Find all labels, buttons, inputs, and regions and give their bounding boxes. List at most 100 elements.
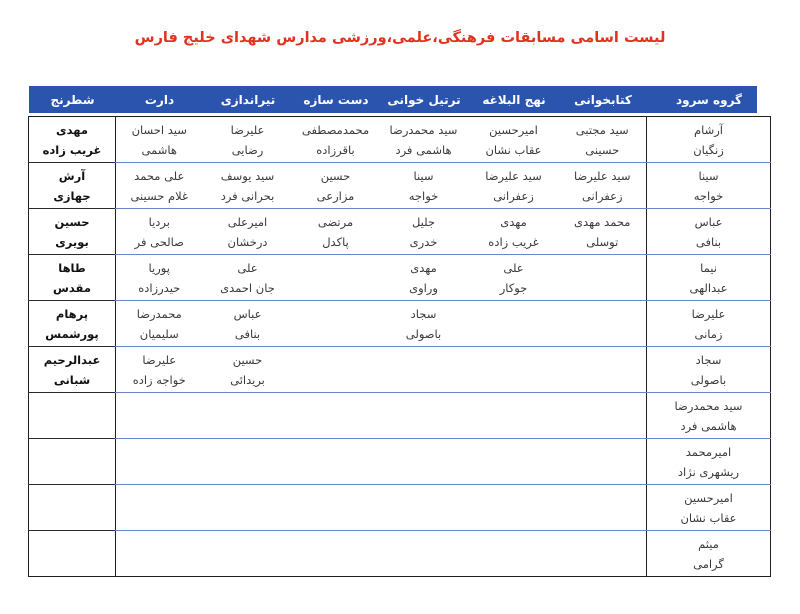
table-cell: سینا خواجه [646, 162, 771, 209]
last-name: غلام حسینی [130, 188, 189, 203]
last-name: هاشمی فرد [680, 418, 737, 433]
last-name: پاکدل [322, 234, 349, 249]
first-name: مرتضی [317, 214, 354, 229]
table-cell: سید مجتبی حسینی [558, 116, 647, 163]
last-name: پورشمس [45, 326, 99, 341]
table-cell [203, 531, 293, 577]
table-cell: عباس بنافی [202, 300, 293, 347]
table-row: آرشام زنگیان سید مجتبی حسینی امیرحسین عقاب نش… [28, 116, 771, 163]
last-name: صالحی فر [134, 234, 184, 249]
table-cell [293, 531, 379, 577]
table-cell [292, 392, 379, 439]
competitions-table: گروه سرود کتابخوانی نهج البلاغه ترتیل خو… [28, 86, 771, 577]
last-name: باقرزاده [316, 142, 355, 157]
column-header-nahj-albalagha: نهج البلاغه [469, 86, 559, 113]
table-row: سجاد باصولی حسین بریدائی علیرضا خواجه زاده عبد… [28, 346, 771, 393]
first-name: محمدرضا [136, 306, 182, 321]
table-cell: آرشام زنگیان [646, 116, 771, 163]
first-name: مهدی [500, 214, 527, 229]
last-name: جوکار [499, 280, 528, 295]
last-name: عقاب نشان [680, 510, 737, 525]
table-cell: آرش جهازی [28, 162, 116, 209]
first-name: سید علیرضا [573, 168, 631, 183]
table-header-row: گروه سرود کتابخوانی نهج البلاغه ترتیل خو… [29, 86, 771, 113]
page-title: لیست اسامی مسابقات فرهنگی،علمی،ورزشی مدا… [134, 30, 666, 46]
last-name: رضایی [231, 142, 264, 157]
table-cell: حسین بریدائی [202, 346, 293, 393]
table-cell: پوریا حیدرزاده [115, 254, 203, 301]
table-cell: سید علیرضا زعفرانی [558, 162, 647, 209]
table-cell: جلیل خدری [378, 208, 469, 255]
table-cell: علیرضا خواجه زاده [115, 346, 203, 393]
table-cell: سینا خواجه [378, 162, 469, 209]
first-name: بردیا [148, 214, 170, 229]
last-name: گرامی [693, 556, 724, 571]
first-name: سید علیرضا [485, 168, 542, 183]
table-row: علیرضا زمانی سجاد باصولی عباس بنافی محمدرضا سلی… [28, 300, 771, 347]
table-cell: میثم گرامی [646, 530, 771, 577]
table-cell [558, 438, 647, 485]
table-row: امیرمحمد ریشهری نژاد [28, 438, 771, 485]
last-name: باصولی [690, 372, 727, 387]
table-cell [292, 484, 379, 531]
table-cell [559, 531, 647, 577]
last-name: سلیمیان [139, 326, 179, 341]
table-row: سینا خواجه سید علیرضا زعفرانی سید علیرضا زعفر… [28, 162, 771, 209]
last-name: جان احمدی [220, 280, 275, 295]
last-name: زنگیان [693, 142, 724, 157]
table-cell [202, 484, 293, 531]
table-cell [28, 392, 116, 439]
table-cell: مهدی غریب زاده [468, 208, 559, 255]
table-cell: عبدالرحیم شبانی [28, 346, 116, 393]
table-cell: سید محمدرضا هاشمی فرد [646, 392, 771, 439]
table-cell [558, 392, 647, 439]
table-cell [558, 254, 647, 301]
first-name: علیرضا [230, 122, 265, 137]
first-name: پرهام [55, 306, 89, 321]
last-name: زمانی [694, 326, 723, 341]
table-cell: امیرحسین عقاب نشان [468, 116, 559, 163]
table-cell [202, 438, 293, 485]
table-body: آرشام زنگیان سید مجتبی حسینی امیرحسین عقاب نش… [28, 116, 771, 577]
table-body-table: آرشام زنگیان سید مجتبی حسینی امیرحسین عقاب نش… [28, 116, 771, 577]
column-header-chess: شطرنج [29, 86, 116, 113]
last-name: هاشمی فرد [395, 142, 452, 157]
table-cell [115, 392, 203, 439]
table-cell [468, 484, 559, 531]
table-cell: بردیا صالحی فر [115, 208, 203, 255]
first-name: طاها [58, 260, 86, 275]
table-cell: علی جوکار [468, 254, 559, 301]
table-cell: سید علیرضا زعفرانی [468, 162, 559, 209]
first-name: عبدالرحیم [43, 352, 101, 367]
table-cell [468, 438, 559, 485]
first-name: عباس [233, 306, 262, 321]
table-cell: طاها مقدس [28, 254, 116, 301]
last-name: زعفرانی [581, 188, 623, 203]
table-cell [202, 392, 293, 439]
column-header-tartil-recitation: ترتیل خوانی [379, 86, 469, 113]
last-name: شبانی [53, 372, 91, 387]
last-name: خواجه [693, 188, 724, 203]
first-name: سینا [413, 168, 434, 183]
table-cell [116, 531, 203, 577]
last-name: غریب زاده [488, 234, 539, 249]
table-cell [292, 438, 379, 485]
last-name: بریدائی [230, 372, 265, 387]
table-cell: محمد مهدی توسلی [558, 208, 647, 255]
table-cell: امیرعلی درخشان [202, 208, 293, 255]
last-name: درخشان [227, 234, 268, 249]
table-cell [378, 438, 469, 485]
first-name: امیرحسین [489, 122, 538, 137]
column-header-shooting: تیراندازی [203, 86, 293, 113]
table-cell: حسین بویری [28, 208, 116, 255]
first-name: حسین [54, 214, 90, 229]
first-name: سید مجتبی [575, 122, 629, 137]
first-name: سید محمدرضا [389, 122, 458, 137]
first-name: علی [503, 260, 524, 275]
table-cell [292, 346, 379, 393]
last-name: هاشمی [141, 142, 177, 157]
last-name: توسلی [586, 234, 619, 249]
first-name: علی [237, 260, 258, 275]
column-header-book-reading: کتابخوانی [559, 86, 647, 113]
